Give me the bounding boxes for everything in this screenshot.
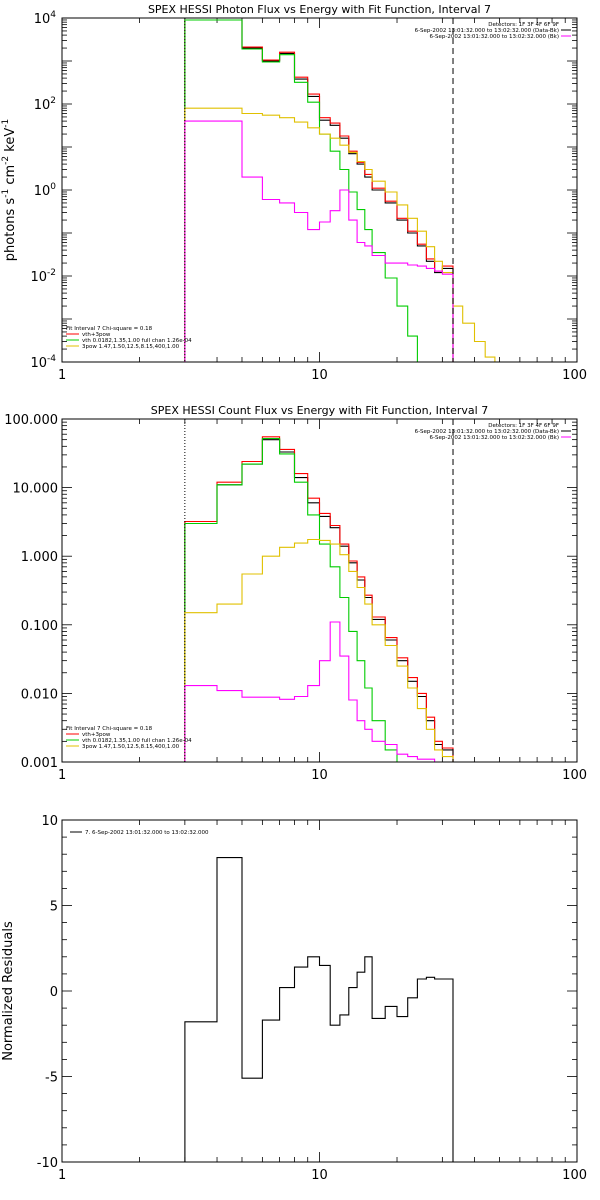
y-tick-label: -5 <box>45 1071 58 1086</box>
info-right-line: Detectors: 1F 3F 4F 6F 9F <box>488 423 559 429</box>
plot-area <box>184 19 504 362</box>
x-tick-label: 1 <box>58 768 66 783</box>
y-tick-label: 10.000 <box>13 482 59 497</box>
info-right-line: 6-Sep-2002 13:01:32.000 to 13:02:32.000 … <box>430 435 560 441</box>
y-tick-exponent: 4 <box>50 10 56 20</box>
y-axis-label: Normalized Residuals <box>1 921 16 1061</box>
x-tick-label: 1 <box>58 368 66 383</box>
info-right-line: 6-Sep-2002 13:01:32.000 to 13:02:32.000 … <box>415 28 559 34</box>
y-ticks <box>62 19 577 363</box>
y-tick-base: 10 <box>34 184 51 199</box>
y-tick-label: 102 <box>34 96 56 113</box>
info-left-line: vth+3pow <box>82 332 111 338</box>
info-left-line: vth+3pow <box>82 732 111 738</box>
plot-frame <box>61 418 578 763</box>
y-tick-label: 5 <box>50 900 58 915</box>
x-ticks <box>61 419 566 762</box>
x-tick-label: 100 <box>562 368 587 383</box>
series-2-line <box>184 437 408 762</box>
info-left-line: 3pow 1.47,1.50,12.5,8.15,400,1.00 <box>82 344 180 350</box>
panel-photon: SPEX HESSI Photon Flux vs Energy with Fi… <box>1 3 587 383</box>
y-tick-exponent: 0 <box>50 182 56 192</box>
series-0-line <box>184 857 454 1162</box>
y-axis-label: photons s-1 cm-2 keV-1 <box>1 119 18 261</box>
x-tick-label: 10 <box>311 1168 328 1183</box>
y-tick-label: 100.000 <box>4 413 58 428</box>
series-1-line <box>184 436 454 762</box>
legend-label: 7. 6-Sep-2002 13:01:32.000 to 13:02:32.0… <box>85 830 209 836</box>
info-right-line: Detectors: 1F 3F 4F 6F 9F <box>488 22 559 28</box>
info-left-line: vth 0.0182,1.35,1.00 full chan 1.26e-04 <box>82 738 192 744</box>
y-tick-label: 0.100 <box>21 619 58 634</box>
info-left-line: vth 0.0182,1.35,1.00 full chan 1.26e-04 <box>82 338 192 344</box>
series-0-line <box>184 439 454 762</box>
series-0-line <box>184 19 454 362</box>
info-left-line: Fit Interval 7 Chi-square = 0.18 <box>66 726 153 732</box>
series-2-line <box>184 19 427 362</box>
y-tick-exponent: 2 <box>50 96 56 106</box>
info-left-line: 3pow 1.47,1.50,12.5,8.15,400,1.00 <box>82 744 180 750</box>
y-tick-label: 10-2 <box>30 268 56 285</box>
y-tick-label: 10-4 <box>30 354 56 371</box>
x-tick-label: 100 <box>562 768 587 783</box>
y-tick-base: 10 <box>34 98 51 113</box>
y-tick-label: -10 <box>37 1156 58 1171</box>
y-tick-label: 1.000 <box>21 550 58 565</box>
y-tick-label: 100 <box>34 182 57 199</box>
plot-frame <box>61 17 578 363</box>
series-4-line <box>184 621 453 762</box>
plot-area <box>184 857 454 1162</box>
chart-title: SPEX HESSI Count Flux vs Energy with Fit… <box>151 404 488 417</box>
y-tick-label: 10 <box>41 814 58 829</box>
series-3-line <box>184 538 454 762</box>
info-right-line: 6-Sep-2002 13:01:32.000 to 13:02:32.000 … <box>430 34 560 40</box>
y-tick-label: 104 <box>34 10 57 27</box>
x-ticks <box>61 18 566 362</box>
y-tick-exponent: -4 <box>47 354 56 364</box>
panel-count: SPEX HESSI Count Flux vs Energy with Fit… <box>4 404 587 783</box>
x-tick-label: 10 <box>311 768 328 783</box>
x-tick-label: 10 <box>311 368 328 383</box>
y-tick-base: 10 <box>30 356 47 371</box>
series-3-line <box>184 107 504 362</box>
info-right-line: 6-Sep-2002 13:01:32.000 to 13:02:32.000 … <box>415 429 559 435</box>
x-ticks <box>61 820 566 1162</box>
info-left-line: Fit Interval 7 Chi-square = 0.18 <box>66 326 153 332</box>
y-ticks <box>62 819 577 1163</box>
series-4-line <box>184 120 454 362</box>
series-1-line <box>184 19 454 362</box>
y-tick-base: 10 <box>30 270 47 285</box>
y-ticks <box>62 421 577 763</box>
y-tick-label: 0.001 <box>21 756 58 771</box>
y-tick-label: 0 <box>50 985 58 1000</box>
plot-frame <box>61 819 578 1163</box>
y-tick-label: 0.010 <box>21 687 58 702</box>
y-tick-exponent: -2 <box>47 268 56 278</box>
plot-area <box>184 436 454 762</box>
x-tick-label: 1 <box>58 1168 66 1183</box>
panel-residuals: 1 10 100 -10 -5 0 5 10 Normalized Residuals 7. 6-… <box>1 814 587 1183</box>
chart-title: SPEX HESSI Photon Flux vs Energy with Fi… <box>148 3 491 16</box>
y-tick-base: 10 <box>34 12 51 27</box>
x-tick-label: 100 <box>562 1168 587 1183</box>
